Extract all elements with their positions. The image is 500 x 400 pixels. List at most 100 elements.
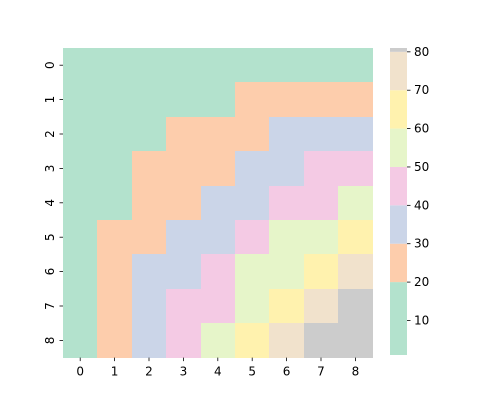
- heatmap-cell: [132, 323, 166, 358]
- heatmap-cell: [201, 186, 235, 220]
- y-tick-label: 5: [43, 233, 57, 241]
- heatmap-cell: [63, 48, 97, 82]
- heatmap-cell: [235, 117, 269, 151]
- heatmap-cell: [132, 186, 166, 220]
- heatmap-cell: [269, 117, 304, 151]
- heatmap-cell: [97, 82, 132, 117]
- x-axis: 0 1 2 3 4 5 6 7 8: [76, 357, 360, 379]
- heatmap-cell: [201, 82, 235, 117]
- heatmap-cell: [201, 289, 235, 323]
- colorbar-segment: [390, 166, 407, 206]
- heatmap-cell: [97, 151, 132, 186]
- y-tick-label: 8: [43, 337, 57, 345]
- heatmap-cell: [132, 117, 166, 151]
- heatmap-cell: [132, 82, 166, 117]
- heatmap-cell: [269, 289, 304, 323]
- heatmap-cell: [269, 82, 304, 117]
- heatmap-cell: [97, 289, 132, 323]
- colorbar-tick-label: 50: [414, 160, 429, 174]
- heatmap-cell: [201, 117, 235, 151]
- colorbar-tick-label: 80: [414, 45, 429, 59]
- heatmap-cell: [338, 48, 373, 82]
- heatmap-cell: [166, 48, 201, 82]
- colorbar-segment: [390, 48, 407, 52]
- x-tick-label: 2: [145, 365, 153, 379]
- heatmap-cell: [132, 254, 166, 289]
- x-tick-label: 1: [111, 365, 119, 379]
- heatmap-cell: [166, 289, 201, 323]
- heatmap-cell: [235, 48, 269, 82]
- heatmap-cell: [304, 254, 338, 289]
- colorbar-axis: 10 20 30 40 50 60 70 80: [407, 45, 429, 327]
- heatmap-cell: [63, 220, 97, 254]
- x-tick-label: 8: [352, 365, 360, 379]
- heatmap-cell: [166, 117, 201, 151]
- heatmap-cell: [235, 289, 269, 323]
- heatmap-cell: [235, 254, 269, 289]
- heatmap-cell: [132, 220, 166, 254]
- colorbar-tick-label: 40: [414, 198, 429, 212]
- heatmap-cell: [338, 254, 373, 289]
- heatmap-cell: [97, 186, 132, 220]
- colorbar-segment: [390, 205, 407, 244]
- heatmap-cell: [166, 220, 201, 254]
- heatmap-cell: [304, 186, 338, 220]
- heatmap-cell: [63, 289, 97, 323]
- heatmap-cell: [269, 48, 304, 82]
- colorbar-tick-label: 30: [414, 237, 429, 251]
- heatmap-cell: [97, 254, 132, 289]
- x-tick-label: 5: [248, 365, 256, 379]
- heatmap-cell: [63, 323, 97, 358]
- heatmap-cell: [235, 186, 269, 220]
- x-tick-label: 4: [214, 365, 222, 379]
- heatmap-cell: [269, 220, 304, 254]
- y-tick-label: 1: [43, 96, 57, 104]
- x-tick-label: 3: [180, 365, 188, 379]
- colorbar-segment: [390, 243, 407, 283]
- heatmap-cell: [97, 323, 132, 358]
- y-tick-label: 2: [43, 130, 57, 138]
- heatmap-cell: [304, 48, 338, 82]
- heatmap-cell: [132, 151, 166, 186]
- colorbar-segment: [390, 282, 407, 355]
- heatmap-cell: [338, 82, 373, 117]
- heatmap-cell: [97, 117, 132, 151]
- heatmap-cell: [304, 117, 338, 151]
- colorbar: [390, 48, 407, 355]
- heatmap-cell: [235, 151, 269, 186]
- heatmap-cell: [201, 151, 235, 186]
- heatmap-cell: [304, 151, 338, 186]
- heatmap-cell: [304, 220, 338, 254]
- heatmap-cell: [235, 323, 269, 358]
- heatmap-cell: [304, 82, 338, 117]
- heatmap-cell: [166, 186, 201, 220]
- heatmap-cell: [63, 254, 97, 289]
- heatmap-cell: [63, 117, 97, 151]
- heatmap-cell: [269, 151, 304, 186]
- heatmap-cell: [304, 289, 338, 323]
- heatmap-cell: [63, 151, 97, 186]
- heatmap-cell: [338, 151, 373, 186]
- heatmap-cell: [338, 117, 373, 151]
- heatmap-cell: [201, 254, 235, 289]
- heatmap-cells: [63, 48, 373, 358]
- heatmap-cell: [235, 82, 269, 117]
- heatmap-cell: [166, 323, 201, 358]
- colorbar-segment: [390, 51, 407, 91]
- heatmap-cell: [235, 220, 269, 254]
- x-tick-label: 0: [76, 365, 84, 379]
- heatmap-cell: [269, 323, 304, 358]
- colorbar-tick-label: 70: [414, 83, 429, 97]
- y-tick-label: 6: [43, 268, 57, 276]
- y-tick-label: 7: [43, 302, 57, 310]
- y-tick-label: 0: [43, 61, 57, 69]
- colorbar-tick-label: 20: [414, 275, 429, 289]
- heatmap-cell: [201, 48, 235, 82]
- heatmap-cell: [201, 323, 235, 358]
- heatmap-cell: [304, 323, 338, 358]
- x-tick-label: 7: [317, 365, 325, 379]
- heatmap-cell: [338, 220, 373, 254]
- heatmap-cell: [132, 289, 166, 323]
- heatmap-cell: [166, 151, 201, 186]
